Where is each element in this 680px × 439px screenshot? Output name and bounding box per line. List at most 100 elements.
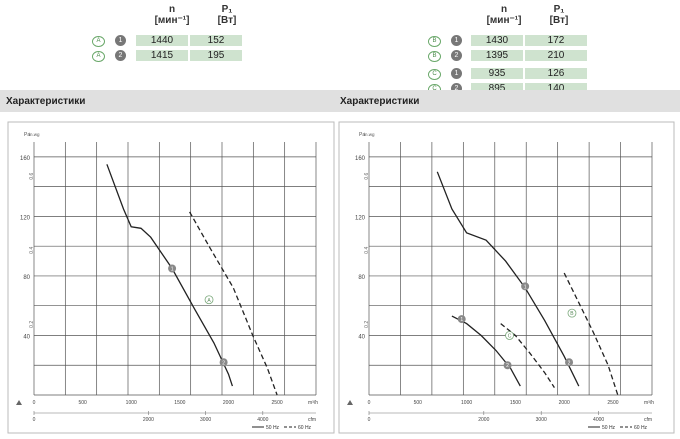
x-tick-label: 2500 [607, 400, 618, 406]
y-tick-label: 160 [20, 156, 31, 162]
header-n: n [мин⁻¹] [154, 4, 190, 26]
marker-label: C [508, 333, 512, 339]
x-tick-label: 1500 [510, 400, 521, 406]
marker-label: 2 [568, 360, 571, 366]
y-tick-label: 80 [23, 275, 30, 281]
x-tick-label: 1000 [126, 400, 137, 406]
x-tick-label: 500 [414, 400, 423, 406]
n-value: 935 [471, 68, 523, 79]
section-title-right: Характеристики [340, 96, 420, 107]
index-badge: 1 [451, 35, 462, 46]
y2-tick-label: 0.2 [364, 321, 370, 328]
x2-tick-label: 2000 [478, 417, 489, 423]
series-line [106, 164, 234, 387]
legend-item: 50 Hz [602, 425, 616, 431]
index-badge: 1 [115, 35, 126, 46]
marker-dot [219, 358, 228, 367]
x-axis-label: m³/h [644, 400, 654, 406]
x-tick-label: 1000 [461, 400, 472, 406]
x-tick-label: 500 [78, 400, 87, 406]
x2-tick-label: 0 [368, 417, 371, 423]
op-badge: B [428, 36, 441, 47]
series-line [563, 272, 619, 396]
x2-tick-label: 3000 [200, 417, 211, 423]
marker-label: 1 [460, 317, 463, 323]
section-title-left: Характеристики [6, 96, 86, 107]
axis-arrow-icon [347, 400, 353, 405]
legend-item: 60 Hz [634, 425, 648, 431]
y-tick-label: 120 [20, 215, 31, 221]
index-badge: 2 [451, 50, 462, 61]
x2-tick-label: 3000 [536, 417, 547, 423]
legend-item: 50 Hz [266, 425, 280, 431]
x2-axis-label: cfm [644, 417, 652, 423]
marker-label: 1 [171, 267, 174, 273]
op-badge: B [428, 51, 441, 62]
y-tick-label: 40 [358, 334, 365, 340]
header-p1: P₁ [Вт] [217, 4, 237, 26]
series-line [451, 315, 521, 387]
p-value: 140 [525, 83, 587, 94]
index-badge: 2 [115, 50, 126, 61]
n-value: 1415 [136, 50, 188, 61]
header-p1: P₁ [Вт] [549, 4, 569, 26]
marker-dot [457, 315, 466, 324]
p-value: 172 [525, 35, 587, 46]
y2-tick-label: 0.4 [364, 247, 370, 254]
chart-frame [7, 121, 335, 434]
n-value: 1395 [471, 50, 523, 61]
n-value: 1430 [471, 35, 523, 46]
marker-ring [204, 295, 214, 305]
marker-label: 2 [222, 360, 225, 366]
y2-tick-label: 0.2 [29, 321, 35, 328]
marker-dot [565, 358, 574, 367]
x-tick-label: 2000 [559, 400, 570, 406]
index-badge: 2 [451, 83, 462, 94]
x2-tick-label: 4000 [257, 417, 268, 423]
section-band [0, 90, 680, 112]
index-badge: 1 [451, 68, 462, 79]
op-badge: A [92, 51, 105, 62]
x-tick-label: 2000 [223, 400, 234, 406]
header-n: n [мин⁻¹] [486, 4, 522, 26]
y-tick-label: 40 [23, 334, 30, 340]
axis-arrow-icon [16, 400, 22, 405]
y2-axis-label: in.wg [29, 132, 40, 137]
marker-ring [567, 308, 577, 318]
x2-tick-label: 4000 [593, 417, 604, 423]
chart-frame [338, 121, 675, 434]
y2-axis-label: in.wg [364, 132, 375, 137]
y-tick-label: 160 [355, 156, 366, 162]
y2-tick-label: 0.4 [29, 247, 35, 254]
y-axis-label: Pa [24, 132, 30, 138]
n-value: 1440 [136, 35, 188, 46]
y-tick-label: 120 [355, 215, 366, 221]
p-value: 126 [525, 68, 587, 79]
marker-label: B [570, 311, 574, 317]
y2-tick-label: 0.6 [29, 172, 35, 179]
marker-label: A [207, 298, 211, 304]
x-tick-label: 0 [33, 400, 36, 406]
x2-tick-label: 2000 [143, 417, 154, 423]
series-line [189, 211, 278, 396]
marker-dot [168, 264, 177, 273]
y-axis-label: Pa [359, 132, 365, 138]
marker-ring [505, 331, 514, 340]
n-value: 895 [471, 83, 523, 94]
x2-axis-label: cfm [308, 417, 316, 423]
x-tick-label: 0 [368, 400, 371, 406]
x-tick-label: 2500 [272, 400, 283, 406]
marker-dot [521, 282, 530, 291]
op-badge: A [92, 36, 105, 47]
x-tick-label: 1500 [174, 400, 185, 406]
legend-item: 60 Hz [298, 425, 312, 431]
marker-label: 1 [524, 284, 527, 290]
y-tick-label: 80 [358, 275, 365, 281]
y2-tick-label: 0.6 [364, 172, 370, 179]
p-value: 210 [525, 50, 587, 61]
op-badge: C [428, 69, 441, 80]
p-value: 152 [190, 35, 242, 46]
